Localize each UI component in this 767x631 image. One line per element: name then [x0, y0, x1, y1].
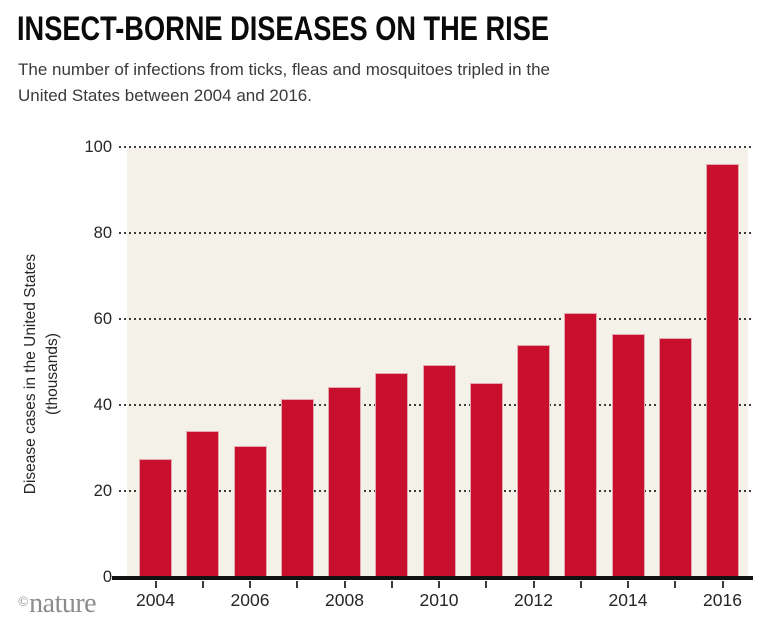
x-tick-mark: [438, 581, 440, 588]
x-tick-label: 2004: [136, 590, 175, 610]
x-tick-mark: [296, 581, 299, 588]
x-tick-mark: [154, 581, 157, 588]
x-tick-mark: [579, 581, 582, 588]
bar-2005: [186, 431, 220, 577]
y-tick-label: 60: [93, 310, 112, 328]
x-tick-mark: [721, 581, 724, 588]
x-tick-mark: [343, 581, 346, 588]
chart-subtitle: The number of infections from ticks, fle…: [18, 60, 550, 105]
x-tick-mark: [674, 581, 677, 588]
y-axis-title: Disease cases in the United States (thou…: [22, 253, 62, 495]
bar-2016: [706, 163, 739, 577]
grid-line: [119, 146, 753, 148]
bar-2010: [422, 364, 456, 577]
bar-2013: [564, 313, 598, 577]
bar-2008: [328, 387, 361, 577]
x-tick-label: 2008: [325, 590, 364, 610]
chart-title: INSECT-BORNE DISEASES ON THE RISE: [17, 10, 682, 48]
nature-logo-text: nature: [29, 588, 97, 619]
x-axis-line: [112, 576, 753, 580]
y-tick-label: 20: [93, 482, 112, 500]
y-tick-label: 100: [84, 138, 112, 156]
bar-2004: [139, 459, 172, 577]
bar-2007: [280, 398, 314, 577]
x-tick-mark: [532, 581, 535, 588]
x-tick-mark: [627, 581, 629, 588]
y-tick-label: 40: [93, 396, 112, 414]
y-tick-label: 80: [93, 224, 112, 242]
bar-2014: [611, 333, 645, 577]
nature-credit: ©nature: [18, 588, 97, 620]
x-tick-mark: [249, 581, 251, 588]
bar-2015: [658, 337, 692, 577]
bar-2011: [469, 382, 503, 577]
x-tick-mark: [201, 581, 204, 588]
x-tick-label: 2010: [419, 590, 459, 610]
bar-2012: [517, 345, 550, 577]
x-tick-label: 2016: [703, 590, 742, 610]
copyright-icon: ©: [18, 595, 29, 610]
grid-line: [119, 318, 753, 320]
x-tick-label: 2012: [514, 590, 553, 610]
x-tick-mark: [390, 581, 393, 588]
grid-line: [119, 232, 753, 234]
x-tick-label: 2006: [230, 590, 270, 610]
x-tick-mark: [485, 581, 488, 588]
x-tick-label: 2014: [608, 590, 648, 610]
chart-title-text: INSECT-BORNE DISEASES ON THE RISE: [17, 10, 549, 48]
bar-2009: [375, 372, 409, 577]
bar-2006: [233, 445, 267, 577]
y-tick-label: 0: [102, 568, 112, 586]
